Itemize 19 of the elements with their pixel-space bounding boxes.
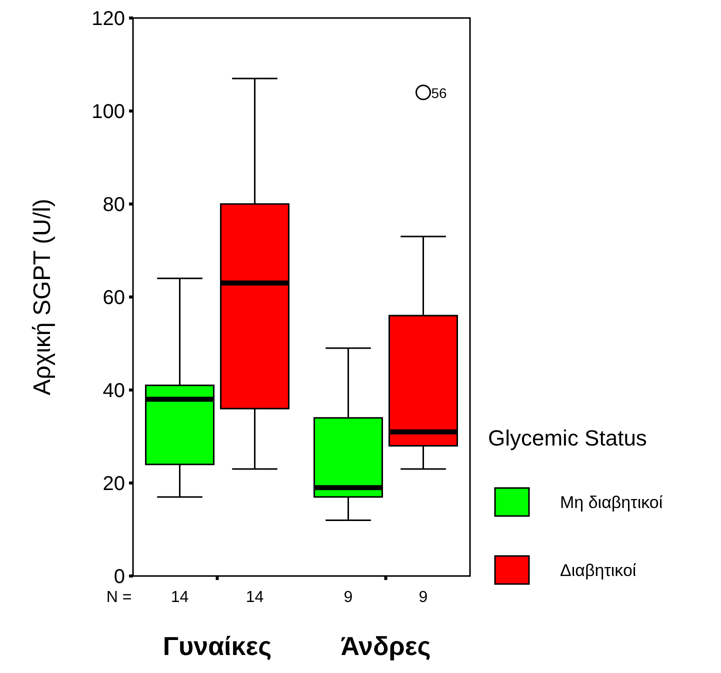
y-axis-title: Αρχική SGPT (U/l) [29, 198, 56, 396]
annotation: 56 [431, 85, 448, 101]
y-tick-label: 40 [102, 380, 125, 402]
text: N = [106, 589, 132, 606]
legend-label: Διαβητικοί [560, 560, 636, 580]
legend-label: Μη διαβητικοί [560, 492, 663, 512]
y-tick-label: 80 [102, 194, 125, 216]
y-tick-label: 60 [102, 287, 125, 309]
text: 9 [418, 589, 428, 606]
x-tick-label: Άνδρες [340, 631, 431, 662]
x-tick-label: Γυναίκες [162, 631, 272, 662]
y-tick-label: 120 [92, 8, 125, 30]
y-tick-label: 100 [92, 101, 125, 123]
text: 14 [246, 589, 264, 606]
legend-title: Glycemic Status [488, 426, 647, 451]
text: 14 [170, 589, 189, 606]
y-tick-label: 0 [114, 566, 125, 588]
text: 9 [344, 589, 353, 606]
y-tick-label: 20 [102, 473, 125, 495]
